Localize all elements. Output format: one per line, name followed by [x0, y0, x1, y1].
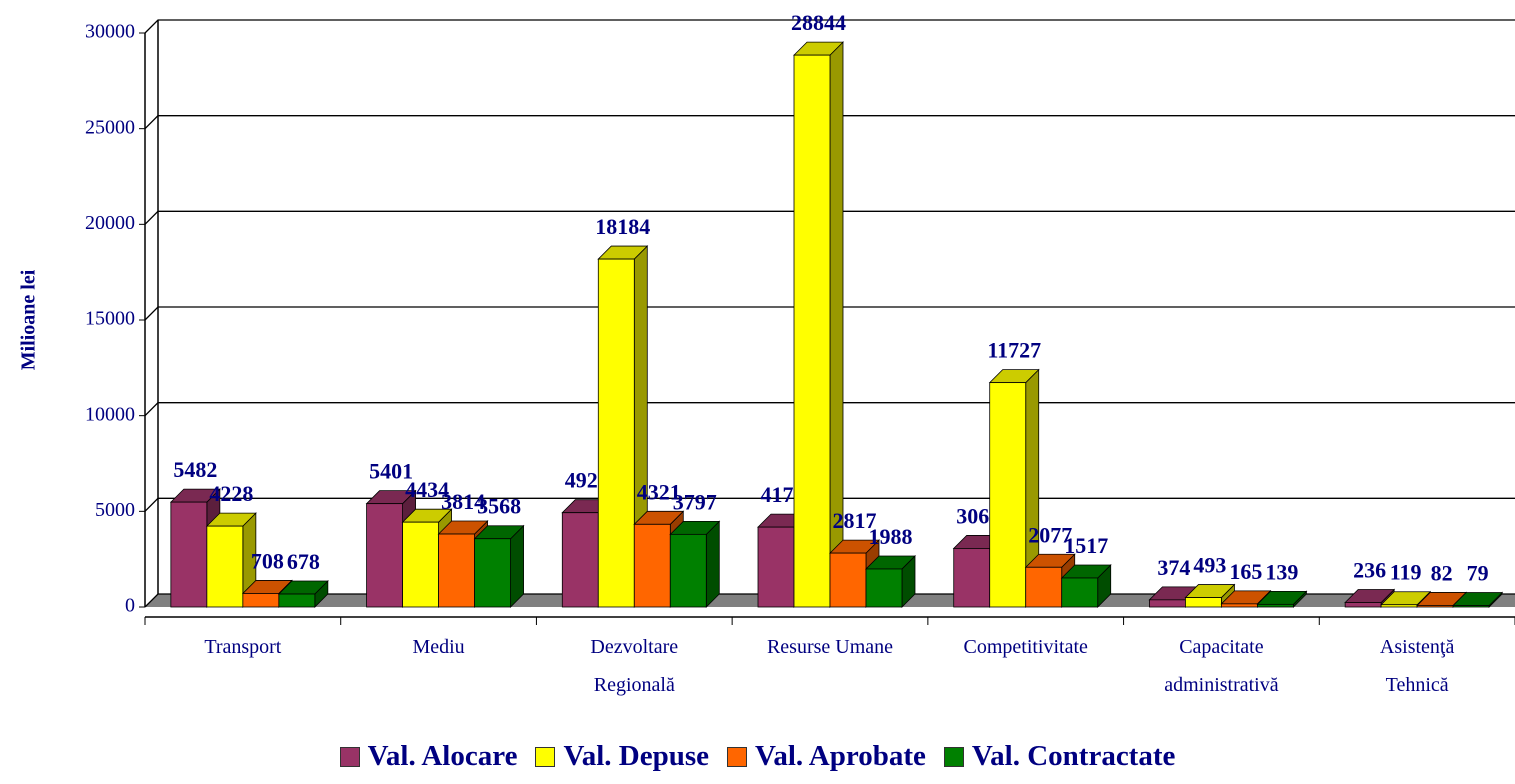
value-label: 3797	[673, 489, 717, 514]
legend-swatch	[943, 746, 964, 767]
y-tick-label: 15000	[85, 308, 135, 330]
legend-label: Val. Contractate	[971, 740, 1176, 772]
value-label: 4228	[209, 481, 253, 506]
bar	[989, 382, 1027, 608]
bar	[170, 501, 208, 608]
value-label: 1988	[869, 524, 913, 549]
bar	[1185, 597, 1222, 608]
value-label: 5482	[173, 457, 217, 482]
bar	[1416, 605, 1454, 608]
bar	[438, 533, 475, 608]
bar	[561, 512, 599, 608]
x-tick-label: Mediu	[412, 636, 465, 658]
bar	[597, 258, 635, 608]
grid-line	[144, 115, 1515, 130]
value-label: 3568	[477, 494, 521, 519]
bar	[757, 526, 795, 608]
x-tick-label: Asistenţă Tehnică	[1379, 636, 1455, 696]
legend-item: Val. Alocare	[339, 740, 518, 773]
grid-line	[144, 19, 1515, 34]
value-label: 3814	[441, 489, 485, 514]
bar-side	[510, 524, 524, 608]
value-label: 28844	[791, 10, 846, 35]
value-label: 236	[1353, 557, 1386, 582]
y-tick-label: 30000	[85, 21, 135, 43]
bar	[278, 593, 316, 608]
x-tick-label: Dezvoltare Regională	[590, 636, 679, 696]
bar	[633, 523, 671, 608]
value-label: 139	[1265, 559, 1298, 584]
bar	[1025, 566, 1063, 608]
value-label: 2077	[1028, 522, 1072, 547]
legend-label: Val. Aprobate	[755, 740, 926, 772]
legend-item: Val. Depuse	[535, 740, 709, 773]
legend-label: Val. Alocare	[367, 740, 518, 772]
x-tick-label: Capacitate administrativă	[1164, 636, 1279, 696]
value-label: 11727	[987, 338, 1041, 363]
legend-item: Val. Contractate	[943, 740, 1176, 773]
legend: Val. Alocare Val. Depuse Val. Aprobate Val.…	[0, 740, 1515, 773]
value-label: 493	[1193, 553, 1226, 578]
bar	[206, 525, 244, 608]
value-label: 82	[1431, 560, 1453, 585]
value-label: 4434	[405, 477, 449, 502]
value-label: 1517	[1064, 533, 1108, 558]
bar	[1149, 599, 1186, 608]
value-label: 678	[287, 549, 320, 574]
grid-line	[144, 497, 1515, 512]
legend-swatch	[727, 746, 748, 767]
y-tick-label: 0	[125, 595, 135, 617]
bar	[1380, 604, 1418, 608]
x-tick-label: Competitivitate	[963, 636, 1088, 658]
grid-line	[144, 306, 1515, 321]
value-label: 5401	[369, 459, 413, 484]
value-label: 2817	[833, 508, 877, 533]
bar	[865, 568, 903, 608]
bar	[793, 54, 831, 608]
y-tick-label: 10000	[85, 403, 135, 425]
bar	[829, 552, 867, 608]
legend-label: Val. Depuse	[563, 740, 710, 772]
value-label: 119	[1390, 560, 1422, 585]
bar	[366, 503, 403, 608]
bar	[1061, 577, 1099, 608]
x-tick-label: Transport	[204, 636, 282, 658]
bar	[1452, 605, 1490, 608]
x-tick-label: Resurse Umane	[766, 636, 894, 658]
bar	[474, 538, 511, 608]
value-label: 4321	[637, 479, 681, 504]
bar	[1257, 603, 1294, 608]
legend-item: Val. Aprobate	[727, 740, 926, 773]
value-label: 374	[1157, 555, 1190, 580]
bar	[1221, 603, 1258, 608]
y-tick-label: 25000	[85, 116, 135, 138]
grid-line	[144, 402, 1515, 417]
value-label: 18184	[595, 214, 650, 239]
legend-swatch	[535, 746, 556, 767]
bar	[669, 533, 707, 608]
y-tick-label: 20000	[85, 212, 135, 234]
y-axis-label: Milioane lei	[18, 269, 40, 370]
legend-swatch	[339, 746, 360, 767]
value-label: 165	[1229, 559, 1262, 584]
bar-side	[705, 520, 720, 608]
value-label: 79	[1467, 560, 1489, 585]
bar	[1344, 602, 1382, 608]
bar	[953, 548, 991, 608]
bar	[402, 521, 439, 608]
bar	[242, 593, 280, 608]
y-tick-label: 5000	[95, 499, 135, 521]
grid-line	[144, 210, 1515, 225]
value-label: 708	[251, 548, 284, 573]
